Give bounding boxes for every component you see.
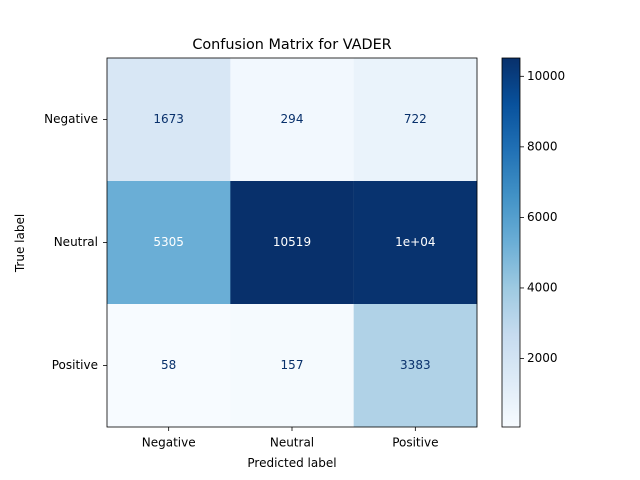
y-axis-label: True label [13,214,27,273]
cell-label-neutral-neutral: 10519 [273,235,311,249]
cell-label-positive-negative: 58 [161,358,176,372]
x-axis-ticks: Negative Neutral Positive [142,427,438,450]
colorbar-tick-label-8000: 8000 [527,139,558,153]
colorbar-tick-label-4000: 4000 [527,280,558,294]
heatmap-cell-positive-negative [107,304,231,428]
colorbar-tick-label-2000: 2000 [527,351,558,365]
cell-label-positive-positive: 3383 [400,358,431,372]
y-axis-ticks: Negative Neutral Positive [44,112,107,372]
y-tick-label-neutral: Neutral [54,235,98,249]
x-tick-label-negative: Negative [142,436,196,450]
cell-label-negative-negative: 1673 [153,112,184,126]
x-tick-label-neutral: Neutral [270,436,314,450]
cell-labels: 1673 294 722 5305 10519 1e+04 58 157 3383 [153,112,435,372]
colorbar-ticks: 2000 4000 6000 8000 10000 [520,69,565,365]
heatmap-cell-negative-positive [353,58,478,182]
heatmap-cell-neutral-neutral [230,181,354,305]
cell-label-neutral-negative: 5305 [153,235,184,249]
y-tick-label-negative: Negative [44,112,98,126]
colorbar [501,57,521,428]
colorbar-tick-label-6000: 6000 [527,210,558,224]
heatmap-cell-positive-positive [353,304,478,428]
cell-label-negative-neutral: 294 [281,112,304,126]
cell-label-positive-neutral: 157 [281,358,304,372]
chart-title: Confusion Matrix for VADER [192,37,391,53]
heatmap-cell-negative-neutral [230,58,354,182]
x-tick-label-positive: Positive [392,436,438,450]
cell-label-negative-positive: 722 [404,112,427,126]
x-axis-label: Predicted label [247,456,336,470]
heatmap-cell-neutral-positive [353,181,478,305]
heatmap-cells [107,58,478,428]
colorbar-tick-label-10000: 10000 [527,69,565,83]
heatmap-cell-negative-negative [107,58,231,182]
heatmap-cell-neutral-negative [107,181,231,305]
heatmap-cell-positive-neutral [230,304,354,428]
cell-label-neutral-positive: 1e+04 [395,235,435,249]
y-tick-label-positive: Positive [52,358,98,372]
